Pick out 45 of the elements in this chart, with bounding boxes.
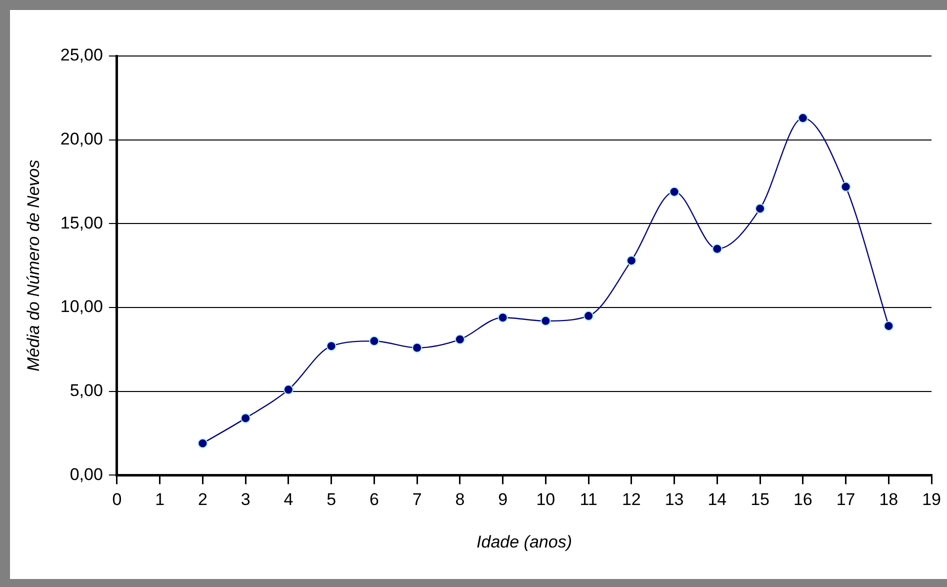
y-tick-label: 20,00	[60, 130, 103, 149]
x-tick-label: 11	[580, 490, 598, 510]
point	[283, 384, 294, 395]
y-tick-label: 5,00	[70, 381, 103, 400]
y-tick-label: 10,00	[60, 297, 103, 316]
y-axis-title: Média do Número de Nevos	[24, 159, 43, 372]
point	[198, 438, 208, 448]
point	[498, 312, 508, 323]
x-tick-label: 14	[708, 490, 727, 510]
x-tick-label: 10	[536, 490, 556, 510]
x-tick-label: 6	[369, 490, 379, 510]
x-tick-label: 9	[498, 490, 508, 510]
point	[669, 186, 680, 197]
x-tick-label: 4	[284, 490, 294, 510]
x-tick-label: 19	[922, 490, 942, 510]
x-tick-label: 1	[155, 490, 165, 510]
y-tick-label: 15,00	[60, 213, 103, 232]
point	[540, 316, 551, 326]
point	[412, 342, 422, 353]
point	[240, 413, 251, 424]
x-tick-label: 13	[664, 490, 684, 510]
x-tick-label: 12	[622, 490, 641, 510]
point	[884, 320, 894, 331]
x-tick-label: 7	[412, 490, 422, 510]
point	[584, 310, 594, 321]
point	[454, 334, 465, 344]
y-tick-label: 25,00	[60, 46, 103, 65]
point	[626, 256, 636, 266]
x-tick-label: 15	[750, 490, 770, 510]
point	[798, 113, 808, 124]
x-tick-label: 2	[198, 490, 208, 510]
point	[326, 341, 336, 352]
point	[840, 182, 851, 192]
point	[712, 244, 722, 254]
x-tick-label: 3	[240, 490, 250, 510]
point	[755, 204, 766, 214]
x-tick-label: 8	[455, 490, 465, 510]
x-tick-label: 0	[112, 490, 122, 510]
y-tick-label: 0,00	[70, 464, 103, 484]
point	[369, 336, 380, 346]
x-tick-label: 5	[326, 490, 336, 510]
x-tick-label: 16	[793, 490, 812, 510]
x-axis-title: Idade (anos)	[476, 532, 572, 552]
x-tick-label: 17	[836, 490, 856, 510]
x-tick-label: 18	[879, 490, 898, 510]
